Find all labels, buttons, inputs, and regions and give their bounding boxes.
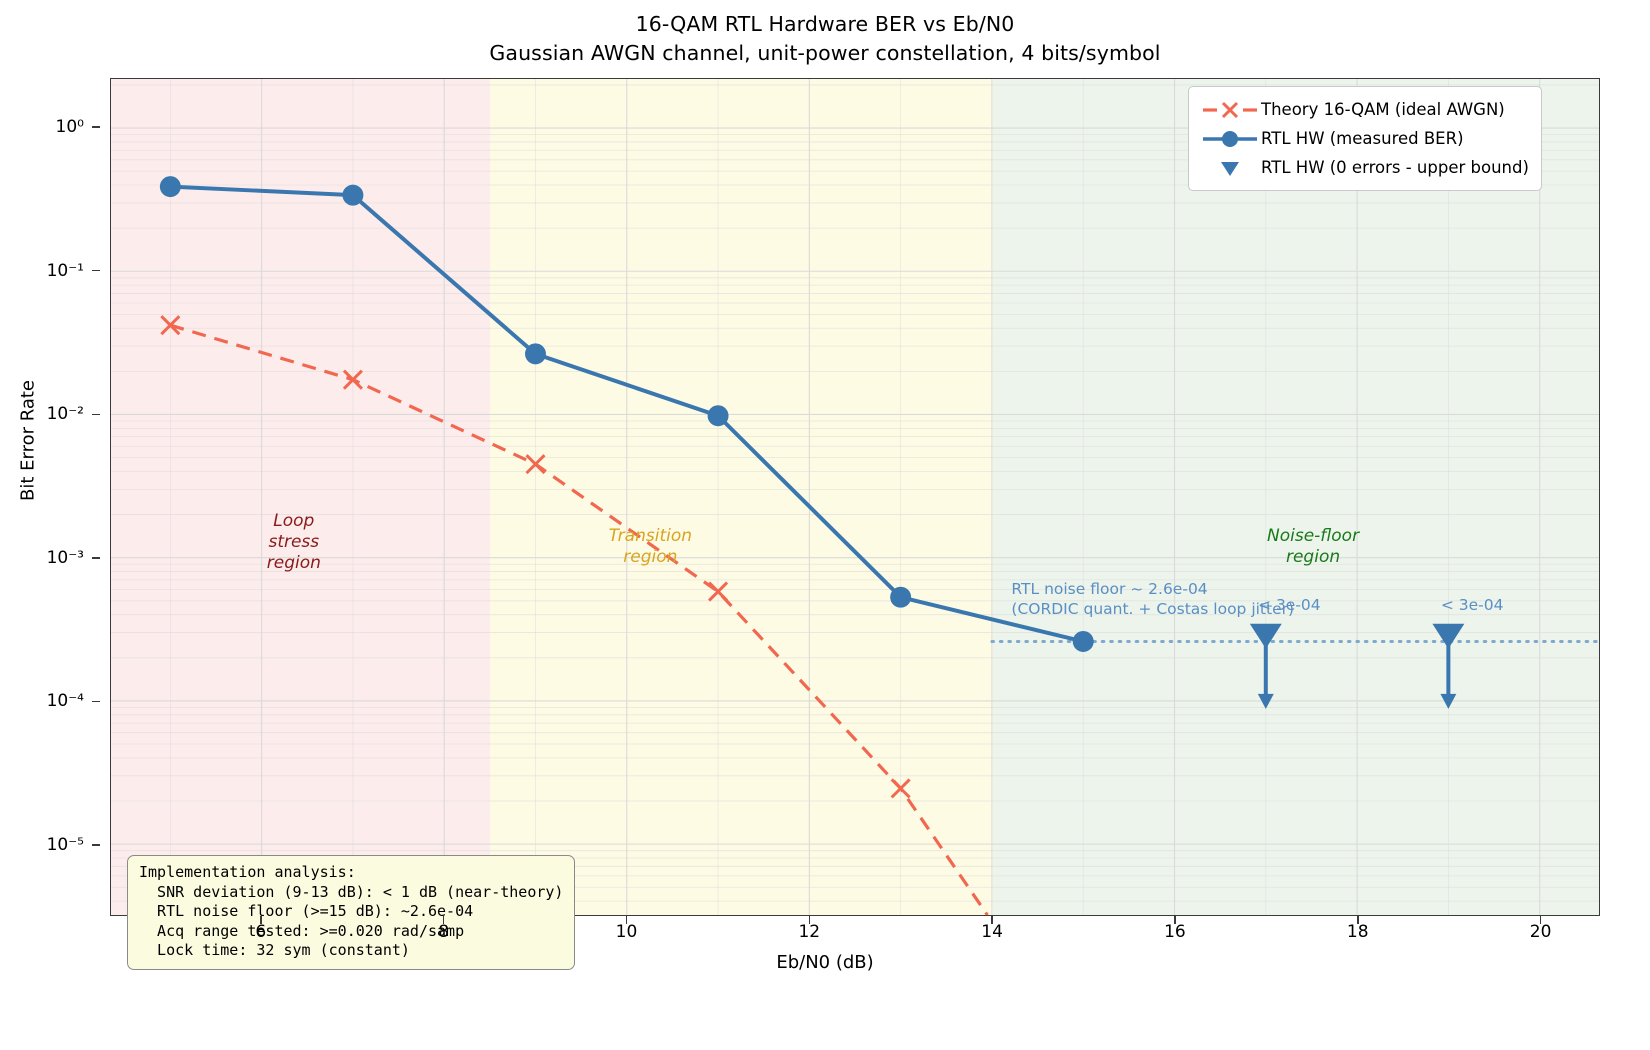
y-tick-label: 10⁻³ xyxy=(46,547,84,568)
region-label-transition: Transition region xyxy=(608,526,693,568)
upper-bound-label-19db: < 3e-04 xyxy=(1440,596,1504,615)
y-tick-mark xyxy=(92,269,100,272)
x-tick-label: 12 xyxy=(798,922,821,942)
plot-canvas xyxy=(111,79,1599,915)
x-tick-label: 18 xyxy=(1346,922,1369,942)
x-tick-mark xyxy=(625,916,628,924)
y-tick-mark xyxy=(92,413,100,416)
x-tick-label: 6 xyxy=(255,922,267,942)
y-tick-label: 10⁻¹ xyxy=(46,260,84,281)
x-tick-mark xyxy=(1357,916,1359,924)
y-tick-label: 10⁻⁴ xyxy=(46,691,84,712)
legend-item-rtl-measured[interactable]: RTL HW (measured BER) xyxy=(1199,124,1529,153)
y-tick-mark xyxy=(92,700,100,703)
noise-floor-annotation: RTL noise floor ~ 2.6e-04 (CORDIC quant.… xyxy=(1011,579,1295,618)
legend-label-rtl-upper-bound: RTL HW (0 errors - upper bound) xyxy=(1261,158,1529,177)
x-tick-label: 8 xyxy=(438,922,450,942)
y-tick-mark xyxy=(92,844,100,846)
x-tick-label: 14 xyxy=(981,922,1003,942)
y-tick-label: 10⁰ xyxy=(55,117,84,138)
dashed-x-marker-icon xyxy=(1199,97,1261,123)
x-tick-label: 16 xyxy=(1164,922,1186,942)
legend-item-rtl-upper-bound[interactable]: RTL HW (0 errors - upper bound) xyxy=(1199,153,1529,182)
x-tick-mark xyxy=(1174,916,1176,924)
x-axis-label: Eb/N0 (dB) xyxy=(776,952,874,973)
legend-label-rtl-measured: RTL HW (measured BER) xyxy=(1261,129,1464,148)
region-label-loop-stress: Loop stress region xyxy=(266,510,321,573)
x-tick-mark xyxy=(1539,916,1542,924)
x-tick-label: 10 xyxy=(615,922,638,942)
solid-circle-marker-icon xyxy=(1199,126,1261,152)
region-label-noise-floor: Noise-floor region xyxy=(1267,526,1360,568)
y-tick-mark xyxy=(92,557,100,559)
y-tick-label: 10⁻⁵ xyxy=(46,834,84,855)
legend-label-theory: Theory 16-QAM (ideal AWGN) xyxy=(1261,100,1505,119)
legend-item-theory[interactable]: Theory 16-QAM (ideal AWGN) xyxy=(1199,95,1529,124)
y-axis-ticks: 10⁰ 10⁻¹ 10⁻² 10⁻³ 10⁻⁴ 10⁻⁵ xyxy=(0,78,100,916)
y-tick-label: 10⁻² xyxy=(46,404,84,425)
x-tick-label: 20 xyxy=(1529,922,1552,942)
chart-legend: Theory 16-QAM (ideal AWGN) RTL HW (measu… xyxy=(1188,86,1542,191)
plot-area: Loop stress region Transition region Noi… xyxy=(110,78,1600,916)
down-triangle-marker-icon xyxy=(1199,155,1261,181)
chart-title-block: 16-QAM RTL Hardware BER vs Eb/N0 Gaussia… xyxy=(0,10,1650,68)
chart-subtitle: Gaussian AWGN channel, unit-power conste… xyxy=(489,41,1161,65)
upper-bound-label-17db: < 3e-04 xyxy=(1258,596,1321,615)
x-tick-mark xyxy=(260,916,262,924)
x-tick-mark xyxy=(808,916,811,924)
chart-title: 16-QAM RTL Hardware BER vs Eb/N0 xyxy=(635,12,1015,36)
y-axis-label: Bit Error Rate xyxy=(17,380,39,501)
y-tick-mark xyxy=(92,126,100,128)
x-tick-mark xyxy=(991,916,993,924)
x-tick-mark xyxy=(442,916,445,924)
implementation-analysis-textbox: Implementation analysis: SNR deviation (… xyxy=(127,855,576,970)
